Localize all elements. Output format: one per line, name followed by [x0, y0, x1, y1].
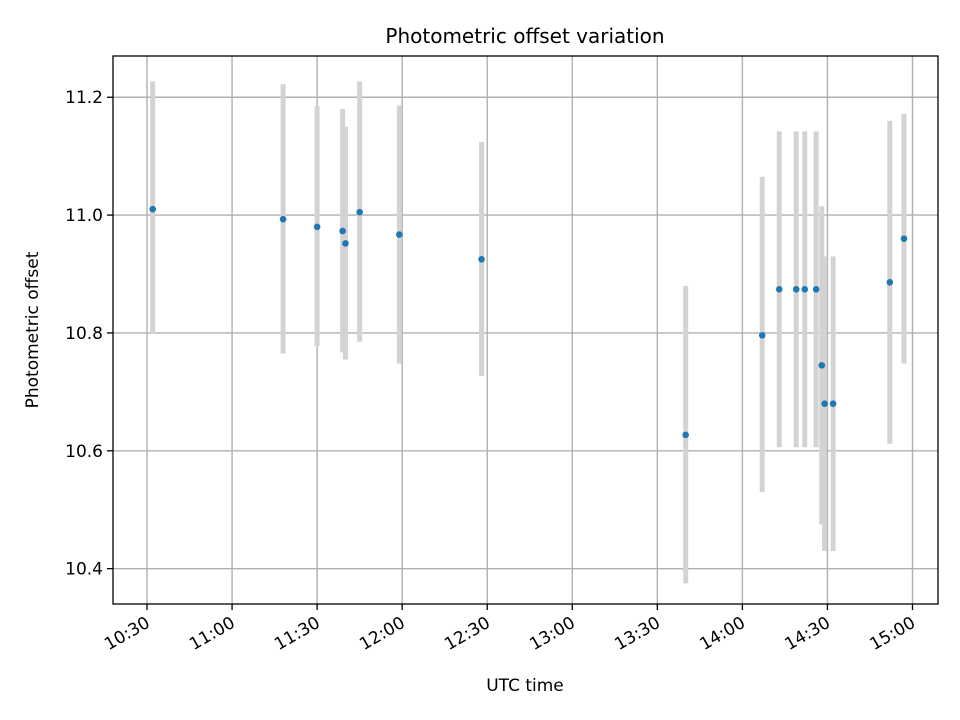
data-point	[356, 208, 363, 216]
data-point	[812, 286, 820, 293]
data-points	[149, 205, 908, 439]
y-axis-label: Photometric offset	[23, 251, 43, 408]
y-tick-label: 11.2	[65, 88, 103, 108]
data-point	[339, 227, 346, 235]
data-point	[821, 400, 828, 407]
chart-title: Photometric offset variation	[385, 24, 664, 48]
data-point	[818, 362, 826, 369]
data-point	[313, 223, 321, 231]
data-point	[478, 255, 485, 263]
data-point	[396, 231, 403, 238]
data-point	[758, 332, 766, 339]
data-point	[886, 278, 894, 286]
data-point	[279, 215, 287, 223]
plot-frame	[112, 55, 939, 605]
x-axis-label: UTC time	[486, 676, 564, 696]
y-tick-label: 10.4	[65, 560, 103, 580]
data-point	[342, 240, 349, 247]
data-point	[900, 235, 908, 242]
data-point	[149, 205, 156, 213]
y-tick-label: 11.0	[65, 206, 103, 226]
y-tick-label: 10.6	[65, 442, 103, 462]
y-tick-label: 10.8	[65, 324, 103, 344]
data-point	[801, 286, 809, 293]
data-point	[775, 286, 783, 293]
data-point	[682, 431, 689, 439]
data-point	[829, 400, 837, 407]
data-point	[792, 286, 800, 293]
y-axis-ticks: 10.4 10.6 10.8 11.0 11.2	[65, 88, 113, 580]
